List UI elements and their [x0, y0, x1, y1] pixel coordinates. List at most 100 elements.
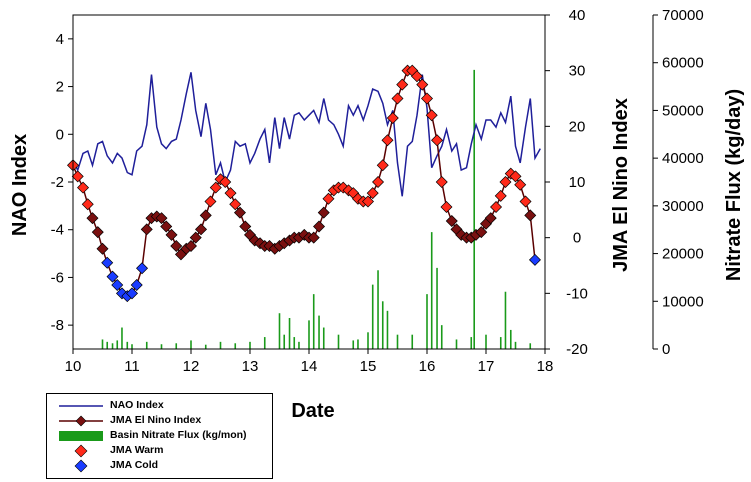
y-axis-right1-title: JMA El Nino Index [610, 98, 632, 272]
jma-point [317, 206, 330, 219]
flux-tick-label: 30000 [662, 198, 704, 215]
jma-warm-point [421, 92, 433, 105]
y-axis-right2-title: Nitrate Flux (kg/day) [723, 89, 745, 281]
flux-bars [101, 69, 532, 349]
jma-warm-point [366, 187, 379, 200]
flux-tick-label: 0 [662, 341, 670, 358]
nao-line [72, 72, 541, 197]
jma-warm-point [494, 189, 507, 202]
legend-item-warm: JMA Warm [47, 443, 272, 458]
legend-diamond-cold-icon [74, 459, 88, 473]
x-tick-label: 18 [537, 358, 554, 375]
jma-tick-label: -20 [566, 341, 588, 358]
jma-warm-point [381, 134, 394, 147]
jma-warm-point [410, 70, 423, 83]
jma-warm-point [425, 109, 438, 122]
flux-tick-label: 40000 [662, 150, 704, 167]
nao-tick-label: -8 [51, 317, 64, 334]
jma-tick-label: 40 [569, 7, 586, 24]
jma-cold-point [101, 256, 114, 269]
jma-line [72, 69, 536, 297]
jma-warm-point [490, 201, 503, 214]
legend-diamond-warm-icon [74, 444, 88, 458]
legend-label: JMA Warm [110, 444, 164, 456]
jma-point [140, 223, 153, 236]
legend-item-cold: JMA Cold [47, 458, 272, 473]
nao-tick-label: -6 [51, 269, 64, 286]
jma-cold-point [130, 278, 143, 291]
legend-label: NAO Index [110, 399, 164, 411]
jma-warm-point [509, 170, 522, 183]
jma-warm-point [204, 195, 217, 208]
jma-point [233, 206, 246, 219]
nao-tick-label: 0 [56, 126, 64, 143]
jma-warm-point [376, 159, 389, 172]
jma-point [524, 209, 537, 222]
nao-tick-label: -2 [51, 174, 64, 191]
jma-warm-point [431, 134, 444, 147]
legend-label: Basin Nitrate Flux (kg/mon) [110, 429, 247, 441]
jma-warm-point [71, 170, 84, 183]
legend-item-flux: Basin Nitrate Flux (kg/mon) [47, 428, 272, 443]
x-axis-title: Date [291, 400, 334, 422]
legend-line-icon [59, 405, 103, 407]
jma-tick-label: 0 [573, 230, 581, 247]
nao-tick-label: 2 [56, 79, 64, 96]
jma-point [91, 226, 104, 239]
jma-point [307, 231, 320, 244]
legend-line-diamond-icon [59, 415, 103, 427]
jma-tick-label: 20 [569, 118, 586, 135]
legend-label: JMA Cold [110, 459, 159, 471]
jma-point [484, 212, 497, 225]
jma-point [239, 220, 252, 233]
nao-series [72, 72, 541, 197]
jma-warm-point [386, 111, 399, 124]
jma-warm-point [440, 201, 453, 214]
x-tick-label: 15 [360, 358, 377, 375]
jma-warm-point [77, 181, 90, 194]
jma-point [185, 240, 197, 253]
jma-point [445, 214, 458, 227]
flux-tick-label: 60000 [662, 55, 704, 72]
legend-bar-icon [59, 431, 103, 441]
legend-item-jma: JMA El Nino Index [47, 413, 272, 428]
axes: 10 11 12 13 14 15 16 17 18-8-6-4-2024-20-1001020… [51, 7, 704, 375]
jma-tick-label: 10 [569, 174, 586, 191]
x-tick-label: 14 [301, 358, 318, 375]
jma-warm-point [416, 78, 429, 91]
jma-point [189, 231, 202, 244]
jma-warm-point [519, 195, 532, 208]
x-tick-label: 11 [124, 358, 140, 375]
jma-cold-point [126, 287, 138, 300]
jma-warm-point [219, 176, 232, 188]
jma-warm-point [209, 181, 222, 194]
x-tick-label: 16 [419, 358, 436, 375]
jma-cold-point [528, 253, 541, 266]
legend-item-nao: NAO Index [47, 398, 272, 413]
x-tick-label: 13 [242, 358, 259, 375]
jma-warm-point [224, 187, 237, 200]
jma-point [170, 240, 183, 253]
jma-warm-point [391, 92, 404, 105]
jma-series [67, 64, 541, 303]
jma-point [96, 242, 109, 255]
jma-point [165, 228, 178, 241]
x-tick-label: 10 [65, 358, 82, 375]
jma-point [155, 212, 168, 225]
flux-tick-label: 20000 [662, 246, 704, 263]
jma-point [160, 220, 173, 233]
jma-point [313, 220, 326, 233]
jma-cold-point [111, 278, 124, 291]
nao-tick-label: -4 [51, 222, 64, 239]
jma-warm-point [362, 195, 374, 208]
x-tick-label: 12 [183, 358, 200, 375]
jma-point [199, 209, 212, 222]
legend: NAO Index JMA El Nino Index Basin Nitrat… [46, 393, 273, 479]
jma-cold-point [106, 270, 119, 283]
jma-point [86, 212, 99, 225]
x-tick-label: 17 [478, 358, 495, 375]
jma-warm-point [322, 192, 335, 205]
jma-point [195, 223, 208, 236]
flux-tick-label: 50000 [662, 102, 704, 119]
